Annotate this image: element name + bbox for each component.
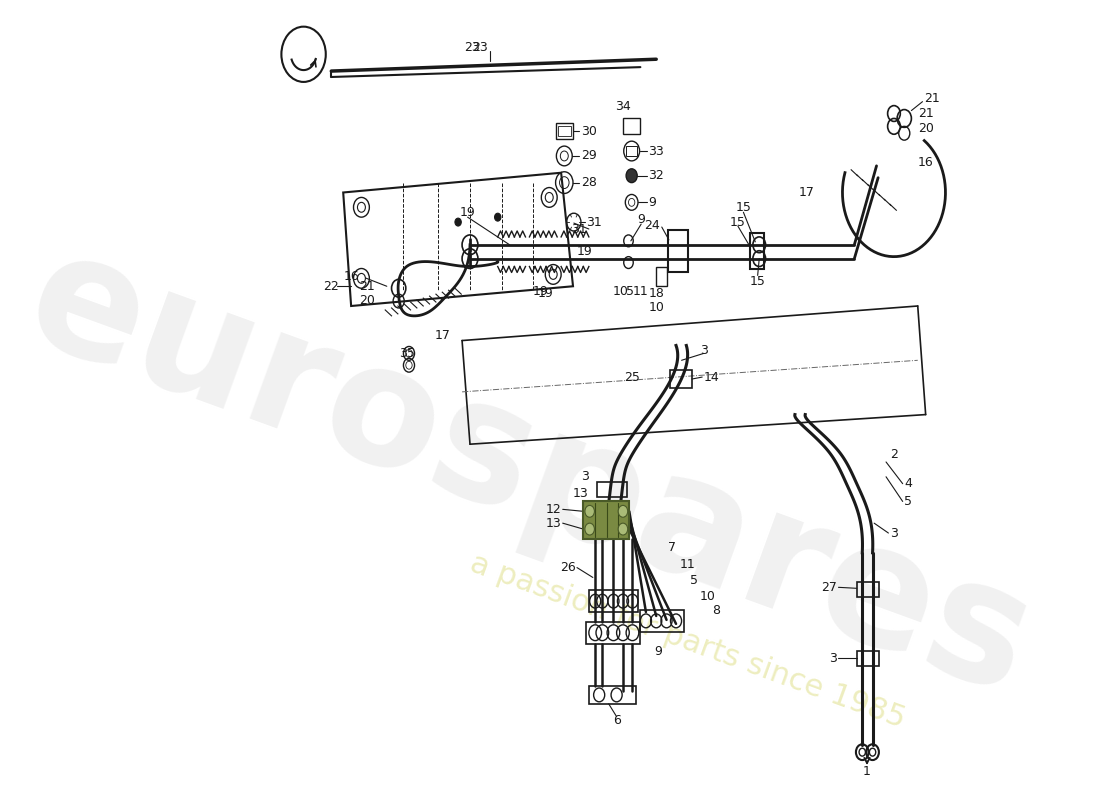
Text: 10: 10 (613, 285, 628, 298)
Text: 25: 25 (625, 370, 640, 383)
Circle shape (618, 523, 628, 535)
Text: 10: 10 (648, 302, 664, 314)
Bar (670, 370, 692, 388)
Text: 19: 19 (578, 246, 593, 258)
Text: 28: 28 (581, 176, 597, 189)
Circle shape (549, 270, 558, 279)
Bar (668, 230, 688, 273)
Bar (640, 610, 684, 632)
Text: 4: 4 (904, 477, 912, 490)
Text: eurospares: eurospares (7, 217, 1053, 730)
Text: 5: 5 (690, 574, 697, 587)
Text: 11: 11 (680, 558, 695, 571)
Text: 5: 5 (626, 285, 634, 298)
Text: 23: 23 (464, 41, 481, 54)
Text: 16: 16 (917, 156, 934, 170)
Bar (857, 651, 879, 666)
Text: 19: 19 (532, 285, 549, 298)
Text: 7: 7 (668, 542, 676, 554)
Text: 18: 18 (648, 286, 664, 300)
Bar (626, 146, 637, 156)
Text: 21: 21 (924, 92, 939, 106)
Bar (588, 590, 638, 612)
Circle shape (585, 506, 594, 518)
Text: 10: 10 (700, 590, 716, 602)
Text: 14: 14 (704, 370, 719, 383)
Circle shape (455, 218, 461, 226)
Text: 9: 9 (654, 645, 662, 658)
Text: 2: 2 (890, 447, 898, 461)
Text: 15: 15 (750, 275, 766, 288)
Text: 3: 3 (829, 652, 837, 665)
Text: 5: 5 (904, 495, 912, 508)
Text: 11: 11 (632, 285, 648, 298)
Text: 35: 35 (398, 347, 415, 360)
Text: 3: 3 (890, 526, 898, 539)
Circle shape (546, 193, 553, 202)
Circle shape (618, 506, 628, 518)
Text: 26: 26 (560, 561, 575, 574)
Text: 21: 21 (360, 280, 375, 293)
Circle shape (358, 202, 365, 212)
Bar (556, 123, 573, 139)
Text: 34: 34 (615, 100, 630, 113)
Bar (588, 686, 637, 704)
Text: 1: 1 (864, 766, 871, 778)
Text: 30: 30 (581, 125, 597, 138)
Text: 21: 21 (917, 107, 934, 120)
Text: 9: 9 (648, 196, 657, 209)
Bar (750, 233, 764, 270)
Text: a passion for parts since 1985: a passion for parts since 1985 (466, 549, 910, 734)
Text: 9: 9 (637, 213, 645, 226)
Text: 3: 3 (581, 470, 589, 483)
Circle shape (358, 274, 365, 283)
Text: 24: 24 (645, 218, 660, 231)
Circle shape (585, 523, 594, 535)
Text: 27: 27 (821, 581, 837, 594)
Text: 12: 12 (546, 503, 561, 516)
Text: 17: 17 (434, 329, 450, 342)
Bar (857, 582, 879, 597)
Bar (657, 266, 668, 286)
Text: 13: 13 (546, 517, 561, 530)
Text: 19: 19 (538, 286, 553, 300)
Text: 6: 6 (613, 714, 620, 727)
Bar (586, 622, 640, 643)
Text: 8: 8 (712, 603, 719, 617)
Circle shape (626, 169, 637, 182)
Text: 20: 20 (359, 294, 375, 306)
Text: 32: 32 (648, 170, 664, 182)
Text: 15: 15 (730, 215, 746, 229)
Text: 31: 31 (586, 215, 602, 229)
Text: 33: 33 (648, 145, 664, 158)
Text: 15: 15 (736, 201, 751, 214)
Text: 20: 20 (917, 122, 934, 135)
Text: 17: 17 (799, 186, 815, 199)
Circle shape (495, 214, 500, 221)
Bar (623, 118, 640, 134)
Text: 29: 29 (581, 150, 596, 162)
Text: 22: 22 (323, 280, 339, 293)
Text: 23: 23 (472, 41, 488, 54)
Text: 3: 3 (700, 344, 707, 357)
Bar (597, 482, 627, 498)
Text: 13: 13 (573, 487, 588, 500)
Text: 31: 31 (572, 222, 587, 235)
Bar (583, 502, 629, 539)
Text: 16: 16 (343, 270, 359, 283)
Text: 19: 19 (460, 206, 475, 218)
Bar (558, 126, 571, 136)
